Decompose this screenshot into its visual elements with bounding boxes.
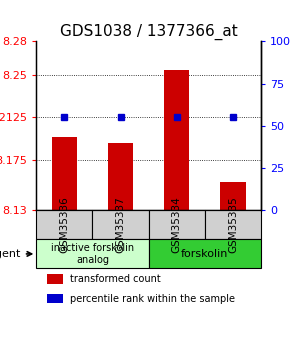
FancyBboxPatch shape xyxy=(36,210,93,239)
Bar xyxy=(108,143,133,210)
FancyBboxPatch shape xyxy=(148,239,261,268)
Text: GSM35335: GSM35335 xyxy=(228,197,238,253)
Text: GSM35337: GSM35337 xyxy=(115,197,126,253)
Bar xyxy=(164,70,189,210)
Text: GSM35334: GSM35334 xyxy=(172,197,182,253)
Bar xyxy=(48,294,63,303)
Text: forskolin: forskolin xyxy=(181,249,229,259)
Text: inactive forskolin
analog: inactive forskolin analog xyxy=(51,243,134,265)
Bar xyxy=(48,274,63,284)
FancyBboxPatch shape xyxy=(148,210,205,239)
Text: percentile rank within the sample: percentile rank within the sample xyxy=(70,294,235,304)
Text: agent: agent xyxy=(0,249,32,259)
Bar xyxy=(220,182,246,210)
Bar xyxy=(52,137,77,210)
FancyBboxPatch shape xyxy=(36,239,148,268)
Title: GDS1038 / 1377366_at: GDS1038 / 1377366_at xyxy=(60,24,238,40)
FancyBboxPatch shape xyxy=(93,210,148,239)
FancyBboxPatch shape xyxy=(205,210,261,239)
Text: GSM35336: GSM35336 xyxy=(59,197,69,253)
Text: transformed count: transformed count xyxy=(70,274,161,284)
